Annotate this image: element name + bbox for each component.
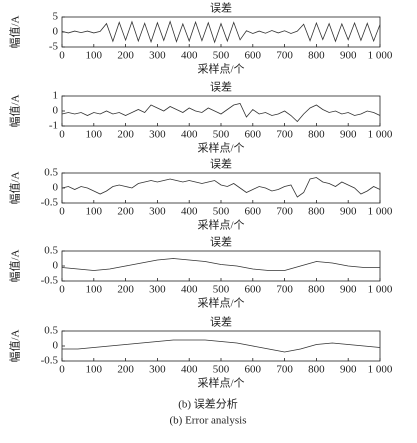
y-axis-label: 幅值/A [9,329,22,362]
x-tick-label: 300 [149,50,166,62]
x-tick-label: 400 [181,206,198,218]
y-tick-label: -0.5 [41,275,59,287]
y-tick-label: -0.5 [41,355,59,367]
x-tick-label: 0 [59,284,65,296]
y-tick-label: -1 [49,120,58,132]
x-tick-label: 100 [86,364,103,376]
y-tick-label: 0 [53,182,59,194]
x-tick-label: 700 [276,284,293,296]
x-tick-label: 0 [59,206,65,218]
error-line [61,258,380,271]
chart-title: 误差 [210,157,232,171]
x-tick-label: 900 [340,364,357,376]
x-tick-label: 800 [308,129,325,141]
y-tick-label: 0 [53,340,59,352]
y-tick-label: 0.5 [44,167,58,179]
plot-frame [61,172,381,204]
x-axis-label: 采样点/个 [197,296,244,310]
plot-frame [61,250,381,282]
y-tick-label: 0.5 [44,325,58,337]
x-tick-label: 1 000 [368,206,393,218]
x-tick-label: 200 [117,364,134,376]
x-tick-label: 800 [308,364,325,376]
x-tick-label: 700 [276,129,293,141]
x-tick-label: 700 [276,206,293,218]
x-tick-label: 400 [181,129,198,141]
x-tick-label: 300 [149,129,166,141]
y-tick-label: -0.5 [41,197,59,209]
x-tick-label: 500 [213,364,230,376]
plot-frame [61,95,381,127]
x-tick-label: 200 [117,129,134,141]
error-line [61,20,381,44]
x-tick-label: 400 [181,364,198,376]
x-tick-label: 1 000 [368,364,393,376]
y-tick-label: 0 [53,105,59,117]
x-tick-label: 500 [213,284,230,296]
x-tick-label: 100 [86,129,103,141]
x-tick-label: 900 [340,284,357,296]
y-axis-label: 幅值/A [9,249,22,282]
x-tick-label: 500 [213,129,230,141]
caption-zh: (b) 误差分析 [178,397,238,411]
x-axis-label: 采样点/个 [197,218,244,232]
x-tick-label: 600 [245,284,262,296]
x-tick-label: 700 [276,364,293,376]
chart-title: 误差 [210,80,232,94]
x-tick-label: 0 [59,364,65,376]
error-line [61,177,381,198]
x-tick-label: 300 [149,284,166,296]
error-line [61,103,381,123]
y-tick-label: 1 [53,90,59,102]
x-tick-label: 500 [213,50,230,62]
y-tick-label: 0 [53,26,59,38]
y-tick-label: -5 [49,41,59,53]
x-axis-label: 采样点/个 [197,62,244,76]
x-tick-label: 400 [181,50,198,62]
y-axis-label: 幅值/A [9,15,22,48]
y-tick-label: 0.5 [44,245,58,257]
x-axis-label: 采样点/个 [197,376,244,390]
chart-title: 误差 [210,235,232,249]
x-tick-label: 800 [308,50,325,62]
chart-title: 误差 [210,1,232,15]
x-tick-label: 200 [117,50,134,62]
x-tick-label: 1 000 [368,284,393,296]
x-tick-label: 800 [308,284,325,296]
x-tick-label: 1 000 [368,129,393,141]
x-tick-label: 600 [245,364,262,376]
x-tick-label: 1 000 [368,50,393,62]
x-axis-label: 采样点/个 [197,141,244,155]
x-tick-label: 0 [59,50,65,62]
error-line [62,339,381,353]
x-tick-label: 600 [245,206,262,218]
y-tick-label: 0 [53,260,59,272]
y-axis-label: 幅值/A [9,94,22,127]
x-tick-label: 300 [149,206,166,218]
y-axis-label: 幅值/A [9,171,22,204]
x-tick-label: 700 [276,50,293,62]
x-tick-label: 200 [117,284,134,296]
x-tick-label: 0 [59,129,65,141]
x-tick-label: 900 [340,50,357,62]
x-tick-label: 900 [340,129,357,141]
x-tick-label: 900 [340,206,357,218]
caption-en: (b) Error analysis [170,415,247,427]
x-tick-label: 600 [245,129,262,141]
x-tick-label: 800 [308,206,325,218]
x-tick-label: 100 [86,206,103,218]
chart-title: 误差 [210,315,232,329]
x-tick-label: 100 [86,50,103,62]
x-tick-label: 200 [117,206,134,218]
x-tick-label: 100 [86,284,103,296]
x-tick-label: 300 [149,364,166,376]
x-tick-label: 400 [181,284,198,296]
y-tick-label: 5 [53,11,59,23]
x-tick-label: 600 [245,50,262,62]
x-tick-label: 500 [213,206,230,218]
